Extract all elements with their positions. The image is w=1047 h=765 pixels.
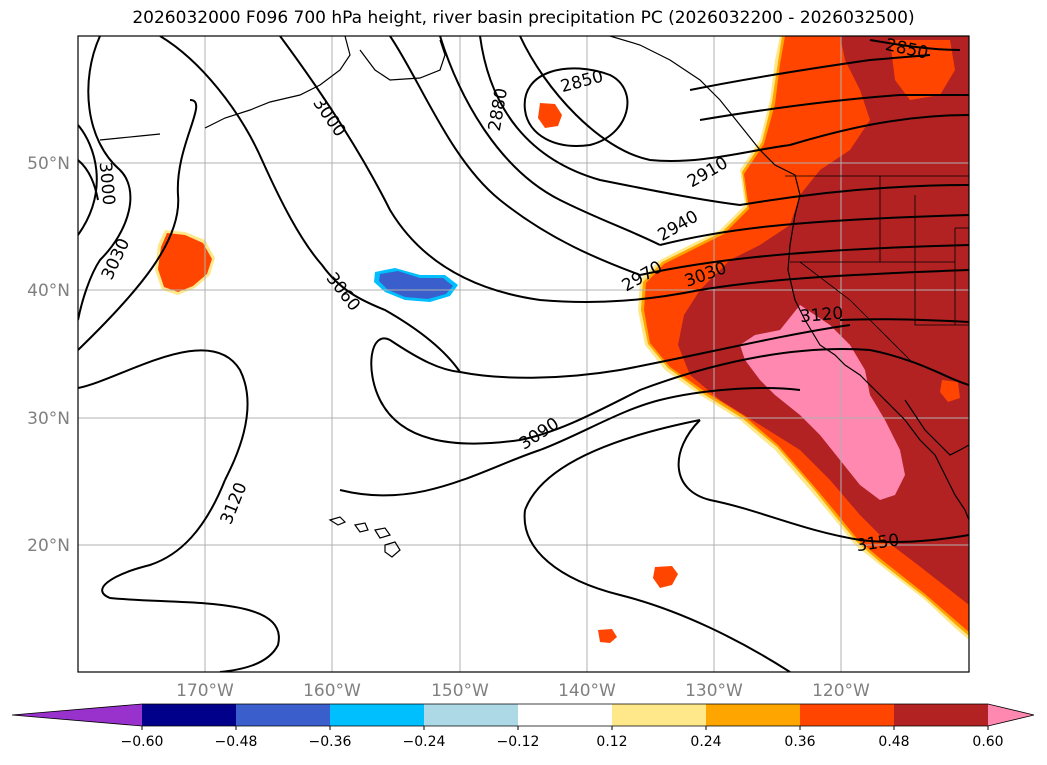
colorbar-swatch — [706, 704, 801, 726]
map-title: 2026032000 F096 700 hPa height, river ba… — [132, 8, 915, 28]
contour-label: 3000 — [95, 161, 119, 206]
map-frame — [77, 35, 970, 673]
latitude-labels: 50°N 40°N 30°N 20°N — [27, 154, 70, 556]
colorbar-swatch — [330, 704, 425, 726]
colorbar-swatch — [142, 704, 237, 726]
lon-label: 160°W — [303, 681, 361, 701]
colorbar-swatch — [800, 704, 895, 726]
lon-label: 170°W — [176, 681, 234, 701]
colorbar-swatch — [424, 704, 519, 726]
colorbar-swatch — [236, 704, 331, 726]
colorbar-tick-label: 0.12 — [596, 734, 627, 750]
colorbar-tick-label: 0.60 — [972, 734, 1003, 750]
lat-label: 20°N — [27, 536, 70, 556]
longitude-labels: 170°W 160°W 150°W 140°W 130°W 120°W — [176, 681, 870, 701]
colorbar-tick-label: −0.36 — [309, 734, 352, 750]
lon-label: 150°W — [431, 681, 489, 701]
colorbar-tick-label: −0.24 — [403, 734, 446, 750]
colorbar-tick-label: −0.60 — [121, 734, 164, 750]
colorbar-extend-low — [12, 704, 142, 726]
precip-negative-shading — [374, 268, 458, 302]
colorbar-extend-high — [988, 704, 1034, 726]
colorbar-swatch — [518, 704, 613, 726]
colorbar-swatch — [612, 704, 707, 726]
height-contours — [78, 36, 969, 672]
lon-label: 140°W — [558, 681, 616, 701]
colorbar-tick-label: −0.48 — [215, 734, 258, 750]
colorbar-swatch — [894, 704, 989, 726]
colorbar-tick-label: 0.24 — [690, 734, 721, 750]
colorbar-tick-label: 0.48 — [878, 734, 909, 750]
lat-label: 30°N — [27, 409, 70, 429]
coastlines — [99, 36, 969, 558]
contour-label: 3120 — [799, 303, 844, 327]
colorbar-tick-label: −0.12 — [497, 734, 540, 750]
colorbar: −0.60 −0.48 −0.36 −0.24 −0.12 0.12 0.24 0.36 0.4… — [11, 703, 1035, 750]
lon-label: 130°W — [685, 681, 743, 701]
colorbar-tick-label: 0.36 — [784, 734, 815, 750]
lon-label: 120°W — [812, 681, 870, 701]
political-borders — [785, 175, 969, 361]
gridlines — [78, 36, 969, 672]
lat-label: 40°N — [27, 281, 70, 301]
lat-label: 50°N — [27, 154, 70, 174]
